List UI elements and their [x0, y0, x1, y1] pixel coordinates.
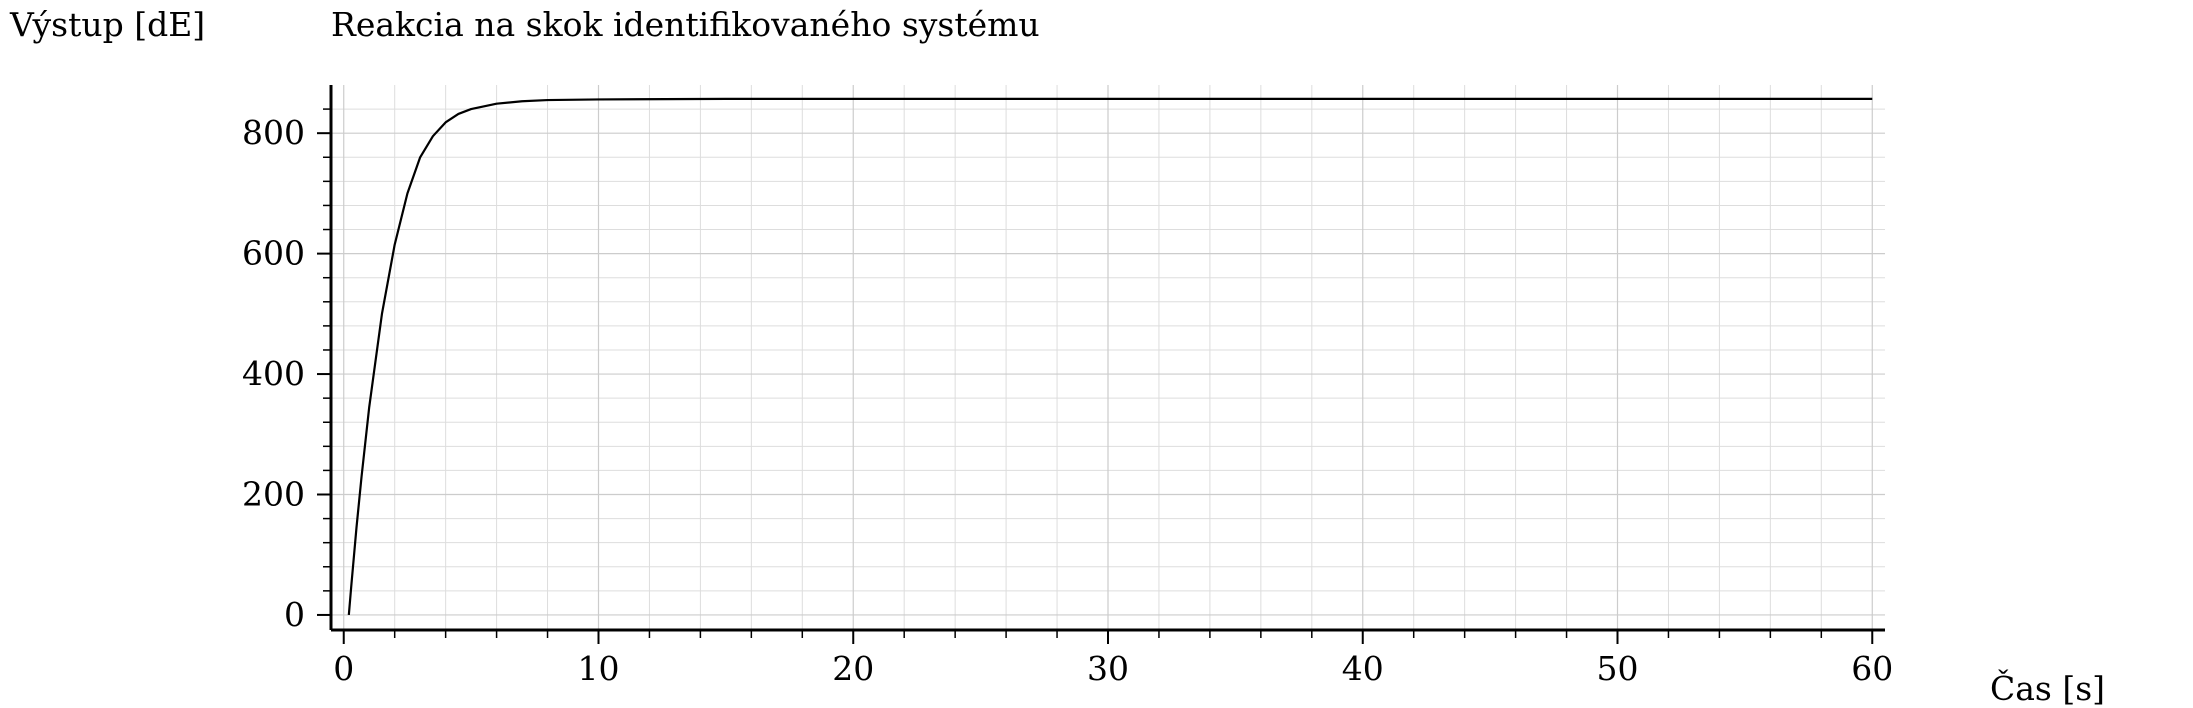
y-tick-label: 0 — [284, 595, 305, 634]
series-group — [347, 97, 1873, 616]
x-tick-label: 30 — [1087, 649, 1129, 688]
y-axis-label: Výstup [dE] — [9, 5, 205, 44]
chart-title: Reakcia na skok identifikovaného systému — [331, 5, 1040, 44]
x-tick-label: 50 — [1597, 649, 1639, 688]
y-tick-label: 600 — [242, 234, 305, 273]
grid-major — [331, 85, 1885, 630]
series-line — [347, 97, 1873, 616]
y-tick-label: 800 — [242, 113, 305, 152]
x-tick-label: 20 — [832, 649, 874, 688]
x-axis-label: Čas [s] — [1990, 668, 2105, 708]
y-tick-label: 400 — [242, 354, 305, 393]
x-tick-label: 40 — [1342, 649, 1384, 688]
x-tick-label: 0 — [333, 649, 354, 688]
ticks — [317, 108, 1874, 644]
x-tick-label: 60 — [1851, 649, 1893, 688]
y-tick-label: 200 — [242, 475, 305, 514]
x-tick-label: 10 — [577, 649, 619, 688]
